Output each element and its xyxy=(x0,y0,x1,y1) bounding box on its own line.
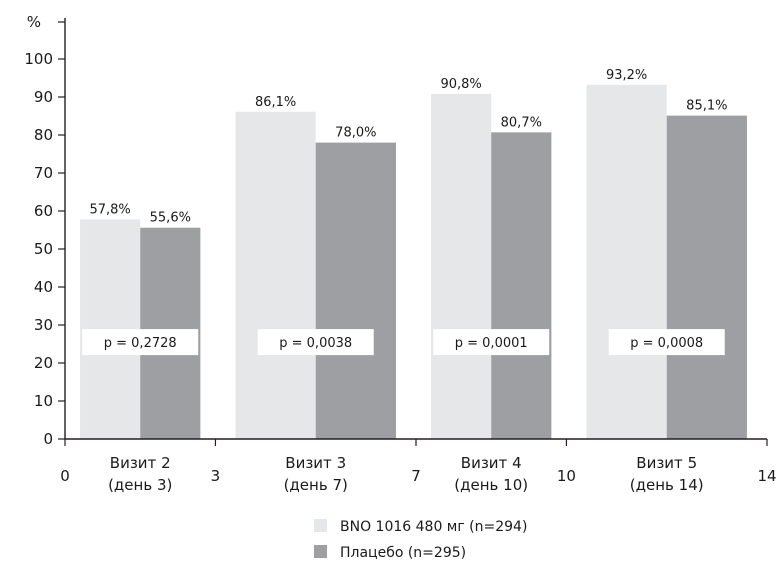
x-category-sublabel-2: (день 7) xyxy=(284,476,348,494)
y-tick-label-80: 80 xyxy=(34,126,53,144)
legend-label-1: BNO 1016 480 мг (n=294) xyxy=(340,519,527,535)
legend-swatch-2 xyxy=(314,545,327,558)
legend: BNO 1016 480 мг (n=294) Плацебо (n=295) xyxy=(314,519,527,561)
x-category-label-4: Визит 5 xyxy=(636,454,697,472)
y-tick-label-70: 70 xyxy=(34,164,53,182)
x-category-label-1: Визит 2 xyxy=(110,454,171,472)
data-label-s1-4: 93,2% xyxy=(606,68,647,83)
x-tick-label-7: 7 xyxy=(411,467,421,485)
data-label-s2-1: 55,6% xyxy=(150,211,191,226)
x-category-label-2: Визит 3 xyxy=(285,454,346,472)
legend-label-2: Плацебо (n=295) xyxy=(340,545,466,561)
p-value-2: p = 0,0038 xyxy=(279,336,352,351)
x-category-sublabel-3: (день 10) xyxy=(454,476,528,494)
labels-group: 57,8% 55,6% p = 0,2728 Визит 2 (день 3) 86,1%… xyxy=(82,68,727,494)
p-value-box-4 xyxy=(608,329,725,356)
data-label-s2-4: 85,1% xyxy=(686,99,727,114)
data-label-s1-3: 90,8% xyxy=(440,77,481,92)
y-tick-label-50: 50 xyxy=(34,240,53,258)
data-label-s2-2: 78,0% xyxy=(335,126,376,141)
y-tick-label-100: 100 xyxy=(24,50,53,68)
data-label-s1-1: 57,8% xyxy=(89,202,130,217)
bar-s2-2 xyxy=(315,142,396,439)
x-category-sublabel-1: (день 3) xyxy=(108,476,172,494)
y-tick-label-0: 0 xyxy=(43,430,53,448)
p-value-4: p = 0,0008 xyxy=(630,336,703,351)
y-tick-label-30: 30 xyxy=(34,316,53,334)
p-value-1: p = 0,2728 xyxy=(104,336,177,351)
y-tick-label-40: 40 xyxy=(34,278,53,296)
y-axis-label: % xyxy=(27,13,41,31)
bar-s1-4 xyxy=(586,84,667,439)
bar-s2-3 xyxy=(491,132,552,439)
p-value-box-1 xyxy=(82,329,199,356)
axes-group: 0 10 20 30 40 50 60 70 80 90 100% 0 3 7 10 14 xyxy=(24,13,776,485)
x-tick-label-10: 10 xyxy=(557,467,576,485)
y-tick-label-10: 10 xyxy=(34,392,53,410)
p-value-box-3 xyxy=(433,329,550,356)
x-category-label-3: Визит 4 xyxy=(461,454,522,472)
y-tick-label-20: 20 xyxy=(34,354,53,372)
y-tick-label-90: 90 xyxy=(34,88,53,106)
bar-s1-3 xyxy=(431,93,492,440)
x-tick-label-0: 0 xyxy=(60,467,70,485)
y-tick-label-60: 60 xyxy=(34,202,53,220)
bar-s1-2 xyxy=(235,111,316,439)
data-label-s2-3: 80,7% xyxy=(501,115,542,130)
x-category-sublabel-4: (день 14) xyxy=(630,476,704,494)
p-value-3: p = 0,0001 xyxy=(455,336,528,351)
bar-s2-4 xyxy=(666,115,747,440)
x-tick-label-3: 3 xyxy=(211,467,221,485)
x-tick-label-14: 14 xyxy=(757,467,776,485)
bars-group xyxy=(80,84,747,440)
p-value-box-2 xyxy=(257,329,374,356)
legend-swatch-1 xyxy=(314,519,327,532)
data-label-s1-2: 86,1% xyxy=(255,95,296,110)
